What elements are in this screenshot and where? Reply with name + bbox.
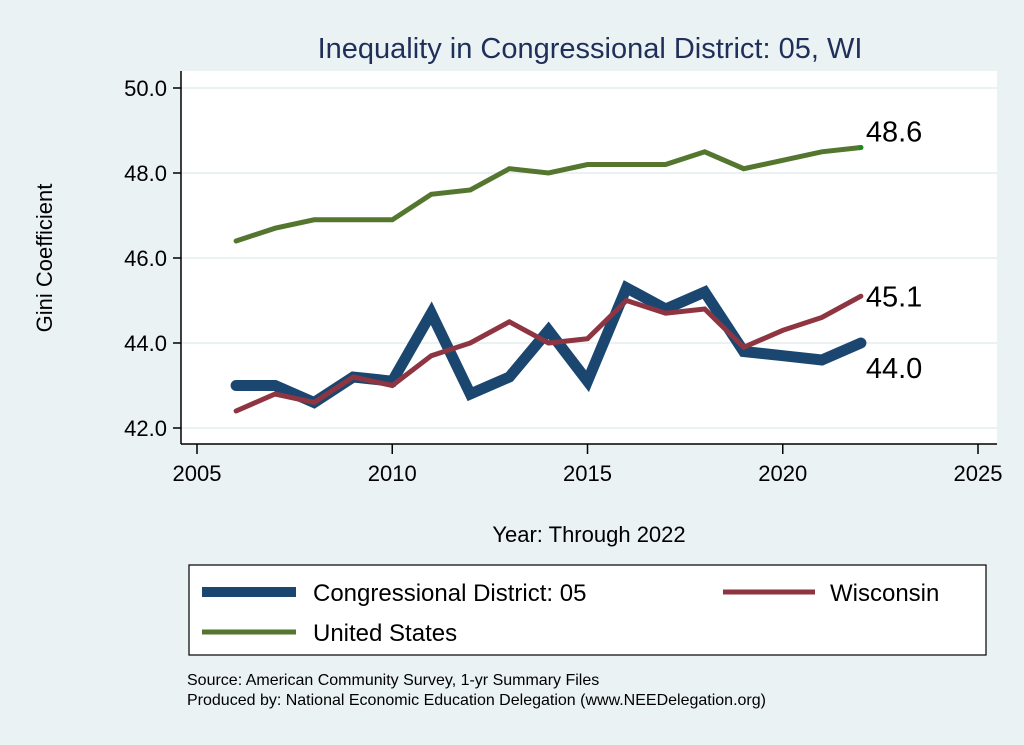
end-label-wisconsin: 45.1 [866,281,922,313]
y-tick-label: 42.0 [124,416,167,441]
x-axis-title: Year: Through 2022 [492,522,685,547]
end-label-congressional-district: 44.0 [866,353,922,385]
x-tick-label: 2005 [173,461,222,486]
y-axis-title: Gini Coefficient [32,184,57,333]
y-tick-label: 50.0 [124,76,167,101]
x-ticks: 2005 2010 2015 2020 2025 [173,444,1003,486]
end-point-united-states [858,145,864,150]
x-tick-label: 2015 [563,461,612,486]
end-label-united-states: 48.6 [866,117,922,149]
x-tick-label: 2025 [954,461,1003,486]
legend: Congressional District: 05 Wisconsin Uni… [188,564,987,656]
x-tick-label: 2020 [758,461,807,486]
legend-label-congressional-district: Congressional District: 05 [313,580,586,607]
producer-note: Produced by: National Economic Education… [187,692,766,709]
legend-box [188,564,987,656]
legend-label-united-states: United States [313,620,457,647]
end-labels: 44.0 45.1 48.6 [866,117,922,386]
gridlines [181,87,997,429]
chart-title: Inequality in Congressional District: 05… [318,33,863,65]
y-tick-label: 46.0 [124,246,167,271]
source-note: Source: American Community Survey, 1-yr … [187,672,599,689]
y-tick-label: 44.0 [124,331,167,356]
y-ticks: 42.0 44.0 46.0 48.0 50.0 [124,76,181,441]
x-tick-label: 2010 [368,461,417,486]
series-lines [230,145,867,414]
y-tick-label: 48.0 [124,161,167,186]
series-line-united-states [233,145,864,244]
series-line-wisconsin [233,293,864,414]
legend-label-wisconsin: Wisconsin [830,580,939,607]
